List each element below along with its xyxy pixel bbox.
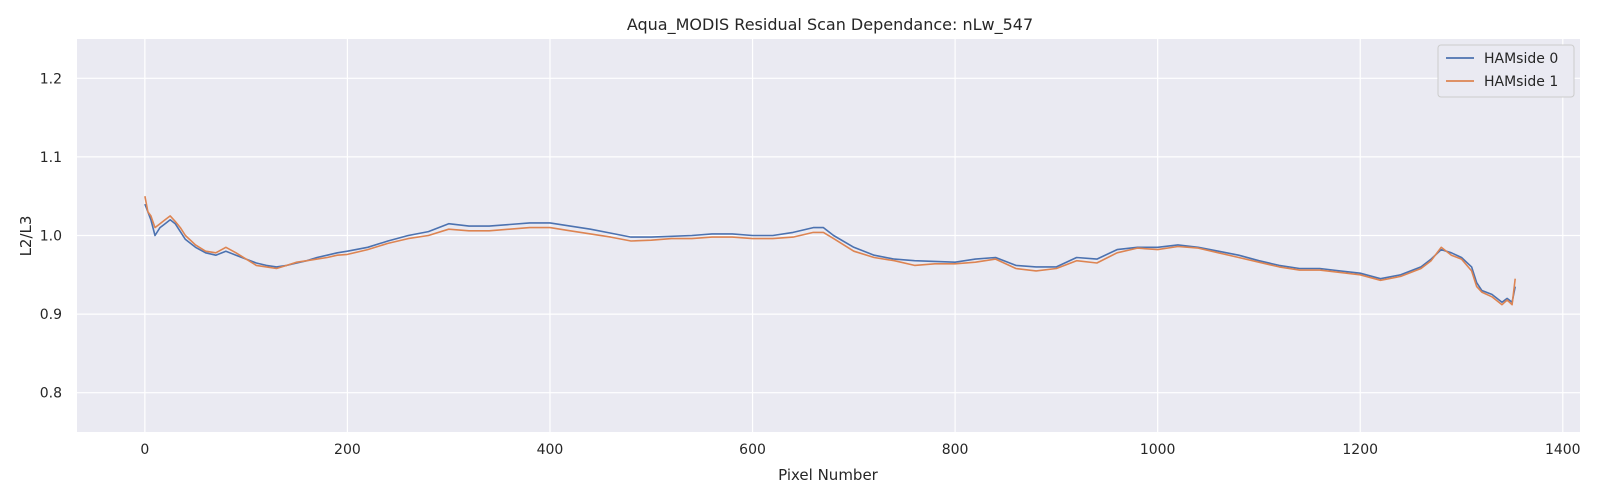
y-tick-label: 1.0 <box>40 229 62 245</box>
y-tick-label: 0.9 <box>40 307 62 323</box>
y-axis-label: L2/L3 <box>17 216 35 257</box>
x-tick-label: 0 <box>140 442 149 458</box>
legend: HAMside 0 HAMside 1 <box>1437 44 1575 98</box>
x-axis-label: Pixel Number <box>778 466 879 484</box>
series-lines <box>144 196 1516 306</box>
x-tick-label: 1000 <box>1140 442 1176 458</box>
y-tick-label: 1.1 <box>40 150 62 166</box>
x-tick-label: 1200 <box>1342 442 1378 458</box>
x-tick-label: 600 <box>739 442 766 458</box>
legend-label: HAMside 0 <box>1484 51 1558 67</box>
y-tick-label: 0.8 <box>40 386 62 402</box>
x-tick-label: 1400 <box>1545 442 1581 458</box>
tick-labels: 0 200 400 600 800 1000 1200 1400 0.8 0.9 1.0 1.1 1.2 <box>40 71 1581 458</box>
x-tick-label: 400 <box>537 442 564 458</box>
chart-title: Aqua_MODIS Residual Scan Dependance: nLw… <box>627 15 1033 35</box>
y-tick-label: 1.2 <box>40 71 62 87</box>
series-line-hamside-1 <box>144 196 1516 306</box>
x-tick-label: 800 <box>942 442 969 458</box>
x-tick-label: 200 <box>334 442 361 458</box>
legend-label: HAMside 1 <box>1484 74 1558 90</box>
